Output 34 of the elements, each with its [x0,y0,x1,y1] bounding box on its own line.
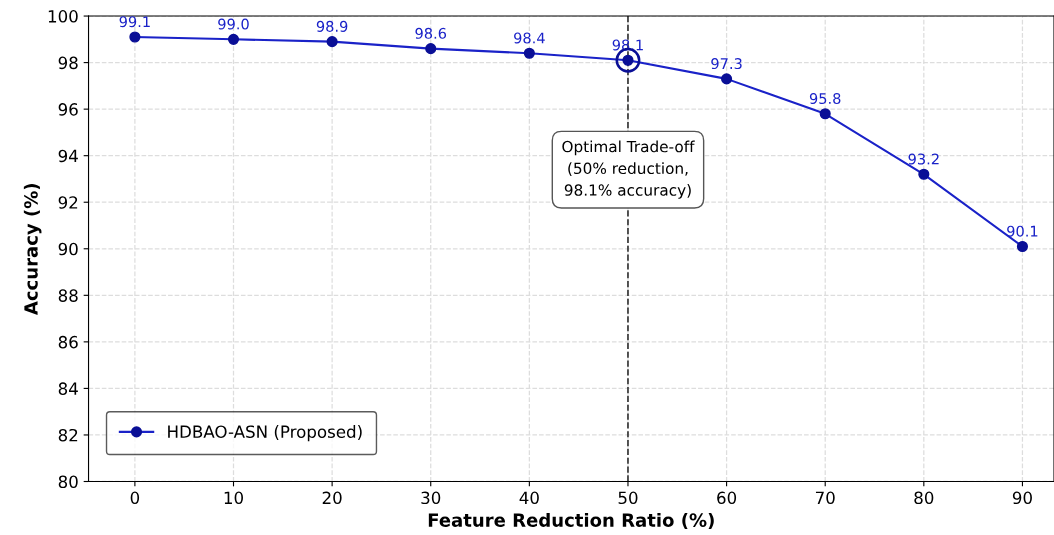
y-tick-label: 100 [48,10,78,23]
data-label: 99.1 [119,16,150,28]
x-tick-label: 40 [519,491,539,505]
data-label: 98.4 [514,32,545,44]
x-tick-label: 30 [421,491,441,505]
y-tick-label: 86 [58,335,78,349]
annotation: Optimal Trade-off (50% reduction, 98.1% accuracy) [562,140,695,199]
data-label: 97.3 [711,58,742,70]
legend-label: HDBAO-ASN (Proposed) [168,425,362,442]
y-tick-label: 88 [58,289,78,302]
y-tick-label: 90 [58,242,78,256]
x-axis-title: Feature Reduction Ratio (%) [428,512,714,530]
x-tick-label: 20 [322,491,342,505]
x-tick-label: 60 [717,491,737,505]
data-label: 93.2 [908,153,939,165]
data-label: 98.6 [415,27,447,39]
data-label: 99.0 [218,18,249,30]
x-tick-label: 80 [914,491,934,505]
x-tick-label: 10 [224,491,243,505]
data-label: 95.8 [809,92,841,105]
x-tick-label: 50 [618,491,638,505]
data-label: 98.9 [316,20,348,32]
x-tick-label: 0 [130,491,140,505]
y-tick-label: 82 [58,428,78,442]
y-tick-label: 80 [58,475,78,489]
y-tick-label: 92 [58,196,78,209]
y-axis-title: Accuracy (%) [23,183,42,316]
y-tick-label: 98 [58,56,78,70]
y-tick-label: 84 [58,382,78,395]
data-label: 90.1 [1007,225,1038,237]
y-tick-label: 96 [58,103,78,116]
x-tick-label: 70 [815,491,835,505]
y-tick-label: 94 [58,149,78,163]
x-tick-label: 90 [1012,491,1032,505]
